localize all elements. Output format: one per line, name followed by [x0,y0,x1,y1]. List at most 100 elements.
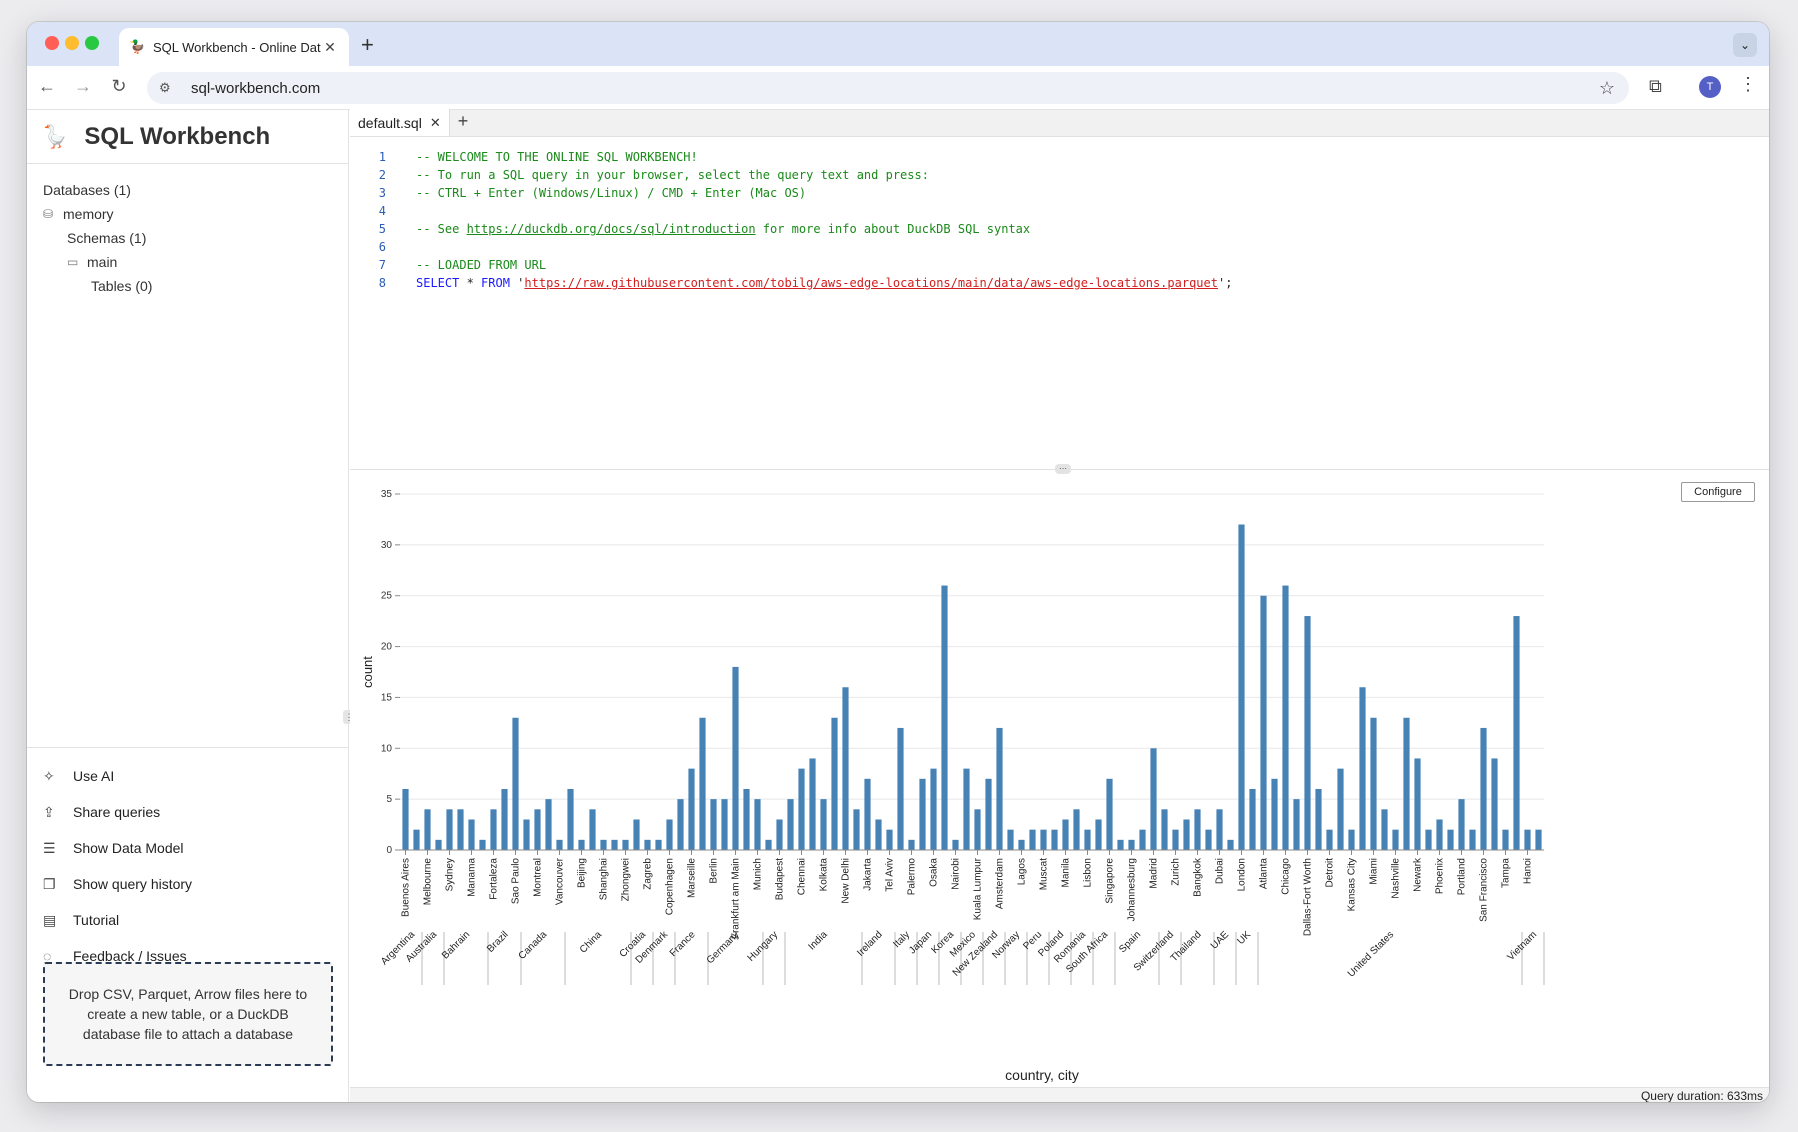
y-tick-label: 35 [381,489,393,500]
minimize-window-button[interactable] [65,36,79,50]
profile-avatar[interactable]: T [1699,76,1721,98]
chart-bar [1491,758,1498,850]
y-axis-title: count [360,656,375,688]
wand-icon: ✧ [43,767,55,784]
chart-bar [1062,819,1069,850]
chart-bar [1447,829,1454,850]
panel-resize-handle[interactable]: ⋯ [1055,464,1071,474]
add-editor-tab-button[interactable]: + [457,111,469,131]
code-line: 1 -- WELCOME TO THE ONLINE SQL WORKBENCH! [378,150,698,164]
y-tick-label: 15 [381,692,393,703]
configure-button[interactable]: Configure [1681,482,1755,502]
back-arrow-icon[interactable]: ← [38,76,56,96]
city-label: Copenhagen [665,858,676,915]
feedback-button[interactable]: ◌ Feedback / Issues [43,938,332,974]
query-duration: Query duration: 633ms [1640,1089,1763,1102]
share-queries-label: Share queries [73,804,161,820]
y-tick-label: 25 [381,591,393,602]
city-label: Buenos Aires [401,858,412,917]
bookmark-star-icon[interactable]: ☆ [1598,77,1615,98]
share-queries-button[interactable]: ⇪ Share queries [43,794,332,830]
tree-main-schema[interactable]: ▭ main [43,250,348,274]
chevron-down-icon[interactable]: ⌄ [1733,33,1757,57]
chart-bar [1095,819,1102,850]
zoom-window-button[interactable] [85,36,99,50]
chart-bar [600,839,607,850]
close-tab-icon[interactable]: ✕ [324,38,336,55]
chart-bar [589,809,596,850]
reload-icon[interactable]: ↻ [111,76,127,96]
tree-tables-label: Tables (0) [91,278,153,294]
city-label: Johannesburg [1127,858,1138,921]
city-label: Osaka [929,858,940,887]
country-label: Canada [517,929,550,962]
chart-bar [721,799,728,850]
sidebar-actions: ✧ Use AI ⇪ Share queries ☰ Show Data Model … [27,747,348,1066]
tutorial-label: Tutorial [73,912,120,928]
address-bar[interactable]: ⚙ sql-workbench.com ☆ [147,72,1629,104]
code-text: -- CTRL + Enter (Windows/Linux) / CMD + … [416,186,807,200]
chart-bar [523,819,530,850]
city-label: Lagos [1017,858,1028,885]
code-text: -- See [416,222,467,236]
tree-schemas[interactable]: Schemas (1) [43,226,348,250]
chart-bar [633,819,640,850]
chart-bar [1051,829,1058,850]
use-ai-label: Use AI [73,768,115,784]
city-label: Palermo [907,858,918,896]
chart-bar [1458,799,1465,850]
use-ai-button[interactable]: ✧ Use AI [43,758,332,794]
chart-bar [1513,616,1520,850]
bar-chart-svg: 0 5 10 15 20 25 30 35 Buenos Aires Melbourne Sydne… [360,489,1545,1083]
sql-editor[interactable]: 1 -- WELCOME TO THE ONLINE SQL WORKBENCH!… [350,148,1769,292]
app-title: SQL Workbench [84,122,271,150]
forward-arrow-icon[interactable]: → [74,76,92,96]
tree-tables[interactable]: Tables (0) [43,274,348,298]
chart-bar [1073,809,1080,850]
site-settings-icon[interactable]: ⚙ [159,80,171,95]
parquet-url-string[interactable]: https://raw.githubusercontent.com/tobilg… [524,276,1218,290]
y-tick-label: 0 [386,845,392,856]
chart-bar [798,768,805,850]
city-label: Hanoi [1523,858,1534,884]
chart-bar [1524,829,1531,850]
query-history-button[interactable]: ❐ Show query history [43,866,332,902]
chart-bar [996,727,1003,850]
city-label: Miami [1369,858,1380,885]
code-line: 4 [378,204,386,218]
city-label: Shanghai [599,858,610,900]
code-text: '; [1217,276,1233,290]
chart-bar [1348,829,1355,850]
city-label: Sao Paulo [511,858,522,905]
chart-bar [930,768,937,850]
tree-databases-label: Databases (1) [43,182,131,198]
chart-bar [941,585,948,850]
close-window-button[interactable] [45,36,59,50]
file-dropzone[interactable]: Drop CSV, Parquet, Arrow files here to c… [43,962,333,1066]
docs-link[interactable]: https://duckdb.org/docs/sql/introduction [466,222,756,236]
city-label: Dubai [1215,858,1226,884]
close-editor-tab-icon[interactable]: ✕ [429,114,441,130]
new-tab-button[interactable]: + [361,32,374,57]
editor-tab-default[interactable]: default.sql ✕ [350,109,450,136]
tree-databases[interactable]: Databases (1) [43,178,348,202]
tree-memory[interactable]: ⛁ memory [43,202,348,226]
chart-bar [732,666,739,850]
chart-bar [490,809,497,850]
extensions-puzzle-icon[interactable]: ⧉ [1649,76,1662,96]
chart-bar [1018,839,1025,850]
more-menu-icon[interactable]: ⋮ [1739,74,1757,94]
code-line: 2 -- To run a SQL query in your browser, … [378,168,929,182]
chart-bar [512,717,519,850]
chart-bar [842,687,849,850]
browser-tab[interactable]: 🦆 SQL Workbench - Online Data ✕ [119,28,349,66]
city-label: San Francisco [1479,858,1490,922]
city-label: Melbourne [423,858,434,906]
chart-bar [1381,809,1388,850]
y-tick-label: 20 [381,642,393,653]
chart-bar [1304,616,1311,850]
show-data-model-button[interactable]: ☰ Show Data Model [43,830,332,866]
chart-bar [1414,758,1421,850]
tutorial-button[interactable]: ▤ Tutorial [43,902,332,938]
city-label: Zagreb [643,858,654,890]
